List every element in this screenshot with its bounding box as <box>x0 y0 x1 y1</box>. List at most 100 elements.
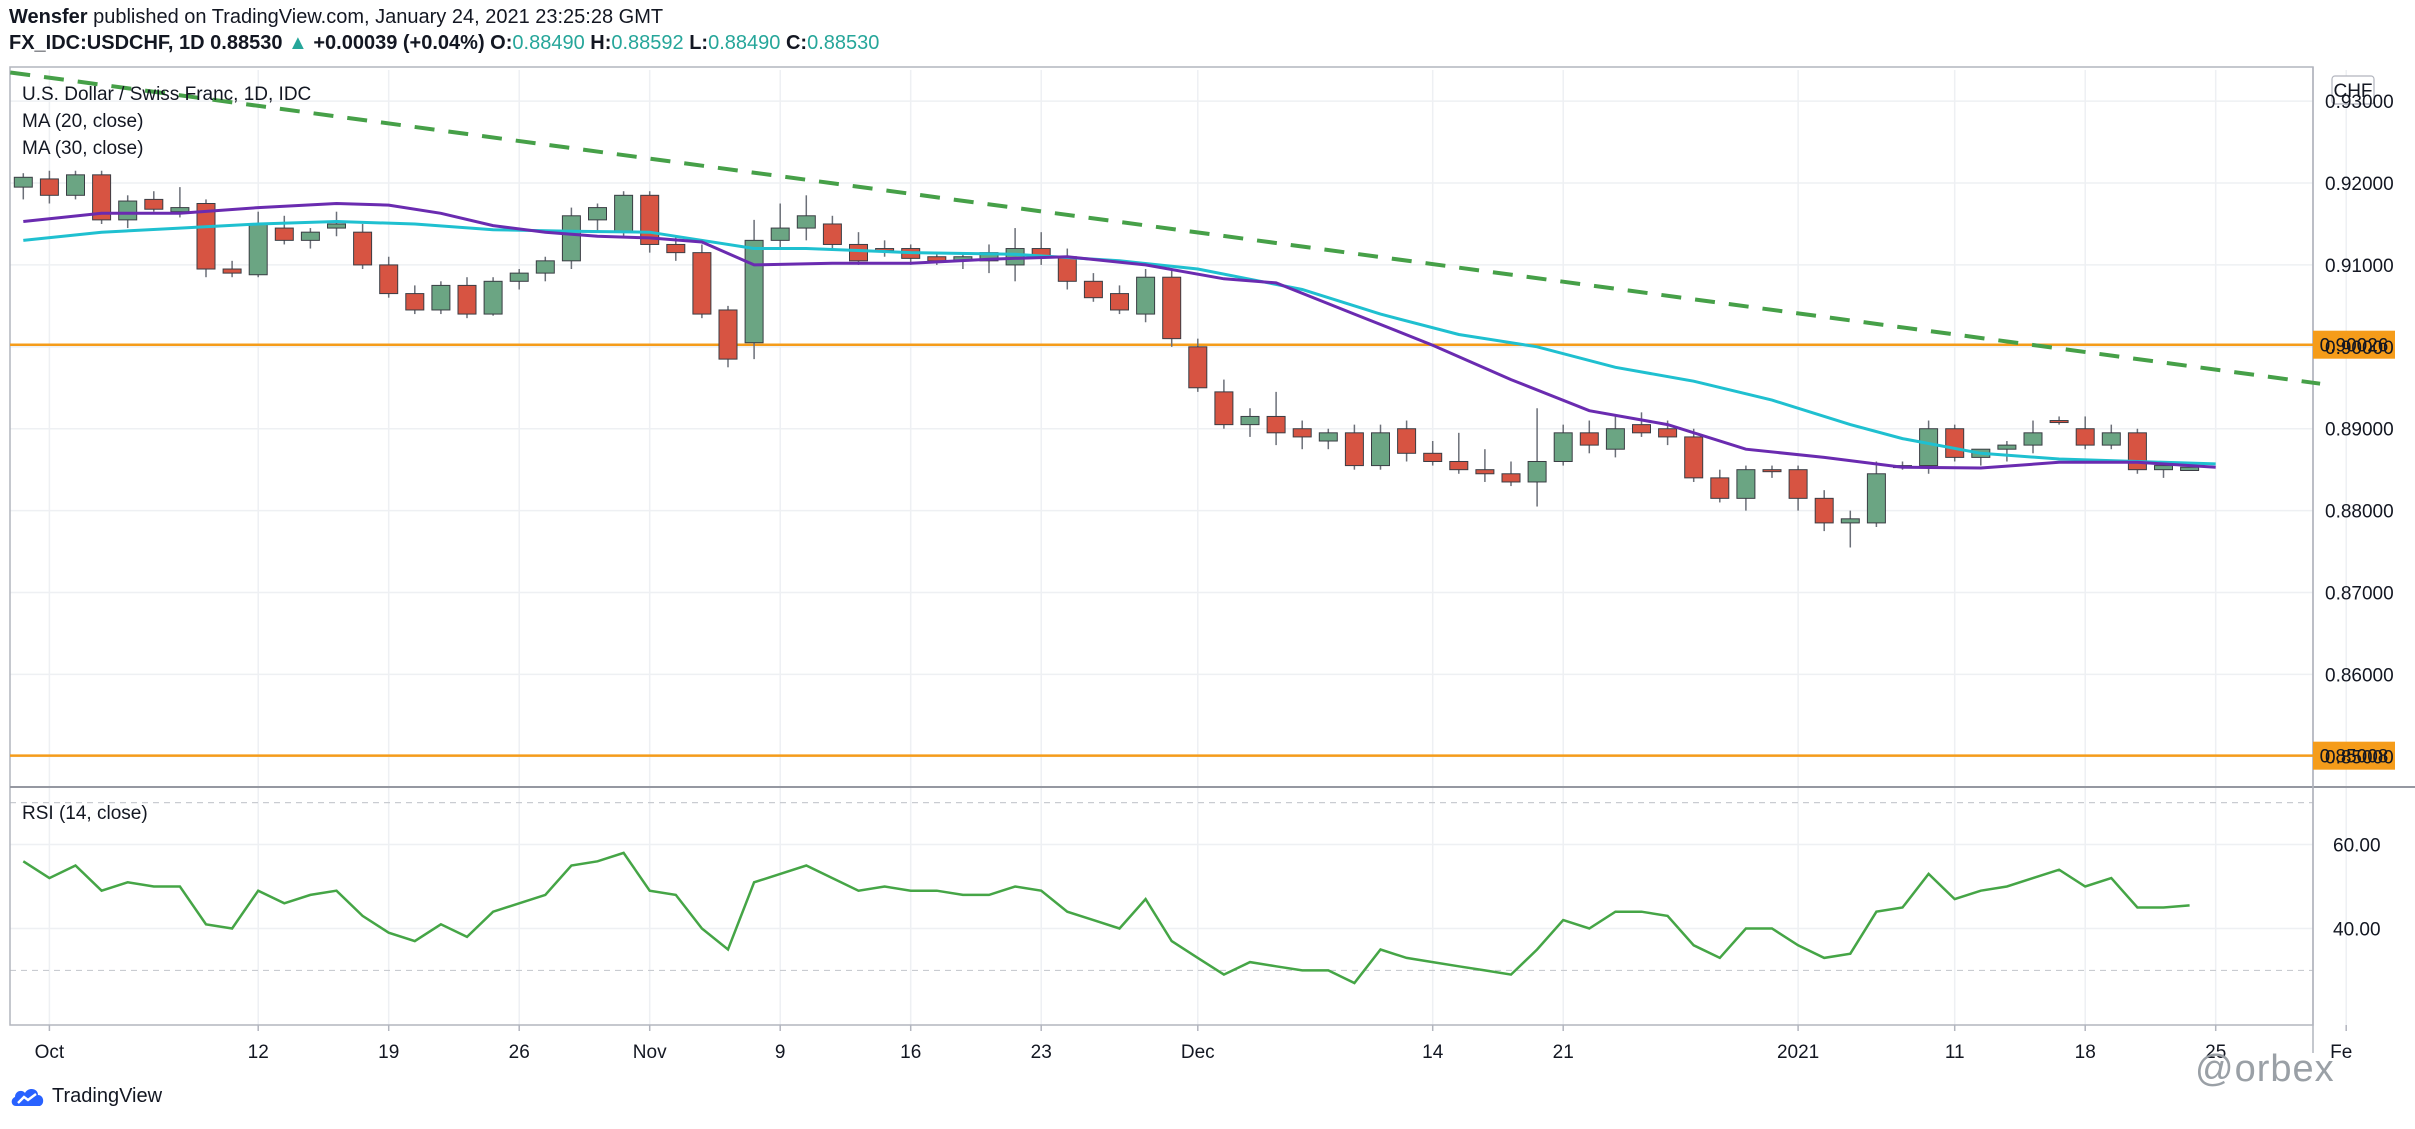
price-tick: 0.88000 <box>2325 502 2394 523</box>
rsi-tick: 60.00 <box>2333 836 2381 857</box>
candle-down <box>1632 424 1651 434</box>
close-value: 0.88530 <box>807 32 880 54</box>
candle-down <box>849 243 868 262</box>
candles <box>13 170 2200 548</box>
candle-up <box>300 231 320 241</box>
candle-down <box>92 174 112 221</box>
candle-down <box>457 284 477 315</box>
tradingview-logo[interactable]: TradingView <box>10 1085 162 1108</box>
candle-up <box>744 239 764 344</box>
time-tick: Dec <box>1181 1042 1215 1063</box>
currency-box <box>2331 75 2375 105</box>
candle-up <box>561 215 581 262</box>
rsi-legend: RSI (14, close) <box>22 803 148 824</box>
candle-down <box>1292 428 1312 438</box>
price-tick: 0.93000 <box>2325 92 2394 113</box>
candle-up <box>431 284 451 311</box>
candle-up <box>1840 518 1860 524</box>
candle-down <box>353 231 373 266</box>
time-tick: 18 <box>2075 1042 2096 1063</box>
open-label: O: <box>490 32 513 54</box>
candle-up <box>2101 432 2121 446</box>
time-tick: 9 <box>775 1042 786 1063</box>
candle-down <box>1684 436 1704 479</box>
candle-down <box>1344 432 1364 467</box>
candle-down <box>1945 428 1965 458</box>
moving-averages <box>23 201 2216 470</box>
close-label: C: <box>785 32 808 54</box>
candle-up <box>66 174 85 196</box>
candle-down <box>718 309 738 360</box>
time-tick: 21 <box>1553 1042 1574 1063</box>
level-label: 0.85008 <box>2320 747 2389 768</box>
time-tick: 14 <box>1422 1042 1444 1063</box>
candle-down <box>405 293 425 311</box>
candle-down <box>1449 460 1469 471</box>
candle-down <box>1658 428 1678 438</box>
open-value: 0.88490 <box>512 32 585 54</box>
candle-up <box>588 207 607 221</box>
candle-up <box>796 215 816 229</box>
candle-up <box>509 272 529 282</box>
candle-down <box>1188 346 1208 389</box>
candle-up <box>1318 432 1338 442</box>
rsi-tick: 40.00 <box>2333 919 2381 940</box>
candle-up <box>327 223 346 229</box>
time-tick: 11 <box>1945 1042 1965 1063</box>
currency-label: CHF <box>2333 81 2372 102</box>
candle-down <box>1057 256 1077 282</box>
candle-down <box>1814 497 1834 524</box>
candle-down <box>222 268 242 274</box>
change-arrow-icon: ▲ <box>288 32 308 54</box>
last-price: 0.88530 <box>210 32 283 54</box>
candle-down <box>196 202 216 270</box>
time-axis: Oct 12 19 26 Nov 9 16 23 Dec 14 21 2021 11 18 25 Fe <box>35 1025 2352 1063</box>
candle-down <box>39 178 59 196</box>
candle-down <box>1475 469 1495 475</box>
candle-up <box>1553 432 1573 462</box>
candle-up <box>170 207 190 213</box>
publish-text: published on TradingView.com, January 24… <box>87 6 664 28</box>
candle-down <box>822 223 842 245</box>
candle-down <box>692 252 712 315</box>
candle-up <box>1527 460 1547 483</box>
author-name: Wensfer <box>9 6 88 28</box>
time-tick: Fe <box>2330 1042 2352 1063</box>
candle-up <box>1605 428 1625 450</box>
candle-down <box>379 264 399 295</box>
low-label: L: <box>689 32 709 54</box>
symbol-info: FX_IDC:USDCHF, 1D 0.88530 ▲ +0.00039 (+0… <box>9 32 879 55</box>
ma30-legend: MA (30, close) <box>22 138 143 159</box>
candle-down <box>1214 391 1234 426</box>
price-tick: 0.86000 <box>2325 665 2394 686</box>
orbex-watermark: @orbex <box>2195 1048 2335 1090</box>
candle-up <box>1371 432 1390 467</box>
level-label-box <box>2313 741 2395 770</box>
candle-down <box>1423 452 1443 462</box>
chart-title: U.S. Dollar / Swiss Franc, 1D, IDC <box>22 84 311 105</box>
horizontal-levels: 0.90026 0.85008 <box>10 330 2395 770</box>
candle-down <box>666 243 686 254</box>
candle-down <box>1501 473 1521 483</box>
candle-down <box>1579 432 1599 446</box>
price-tick: 0.85000 <box>2325 747 2394 768</box>
ma20-legend: MA (20, close) <box>22 111 143 132</box>
candle-up <box>2180 466 2200 471</box>
candle-up <box>2154 465 2173 471</box>
candle-up <box>614 194 634 233</box>
candle-down <box>1266 415 1286 434</box>
grid-lines <box>10 70 2347 1025</box>
time-tick: 2021 <box>1777 1042 1819 1063</box>
candle-up <box>1997 444 2017 450</box>
high-value: 0.88592 <box>611 32 684 54</box>
rsi-line <box>22 851 2190 985</box>
time-tick: 23 <box>1031 1042 1052 1063</box>
candle-down <box>274 227 294 241</box>
candle-down <box>144 198 164 210</box>
candle-down <box>2049 420 2069 424</box>
high-label: H: <box>590 32 612 54</box>
ma30-line <box>23 219 2216 466</box>
candle-up <box>1866 473 1886 524</box>
candle-up <box>2023 432 2043 446</box>
